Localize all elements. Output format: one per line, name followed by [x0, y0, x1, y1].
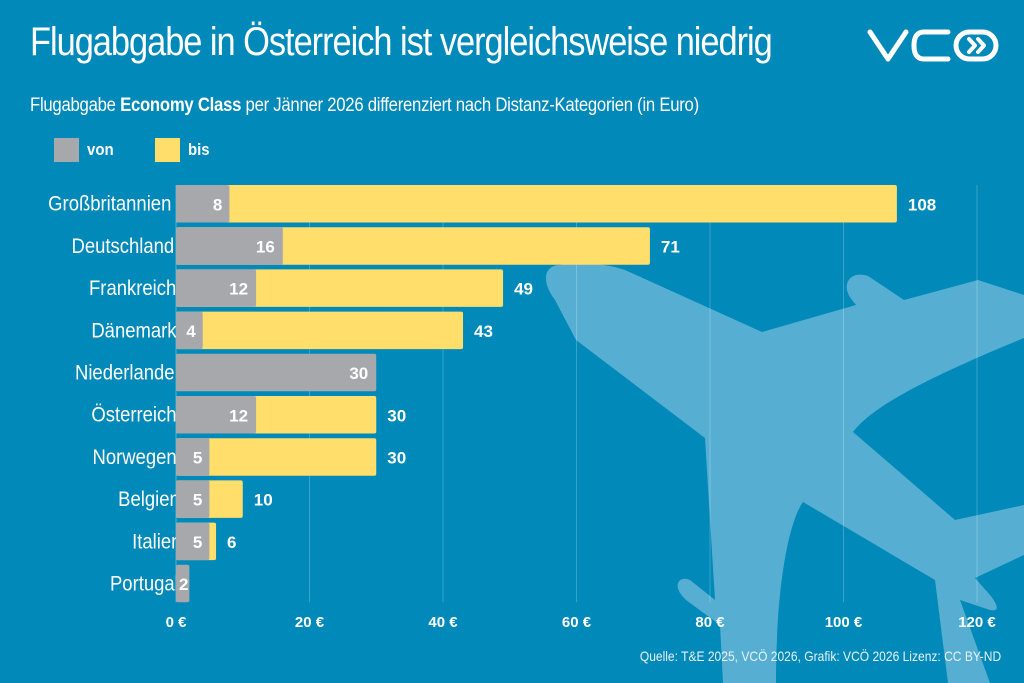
bar-von	[176, 564, 190, 603]
category-label: Norwegen	[92, 446, 176, 469]
logo-letter-v	[867, 29, 909, 62]
bar-bis	[176, 185, 897, 223]
chart-subtitle: Flugabgabe Economy Class per Jänner 2026…	[30, 95, 699, 117]
category-label: Großbritannien	[48, 193, 171, 216]
data-label-bis: 49	[514, 280, 533, 299]
category-label: Italien	[132, 530, 181, 553]
bar-von	[176, 227, 283, 265]
x-tick-label: 120 €	[958, 614, 996, 631]
data-label-bis: 43	[474, 322, 493, 341]
bar-bis	[176, 269, 504, 307]
bar-von	[176, 311, 203, 350]
bar-von	[176, 353, 377, 392]
category-label: Belgien	[118, 488, 180, 511]
x-tick-label: 0 €	[166, 614, 188, 631]
category-label: Niederlande	[75, 362, 175, 385]
data-label-bis: 30	[387, 448, 406, 467]
category-label: Deutschland	[71, 235, 174, 258]
x-tick-label: 60 €	[562, 614, 592, 631]
chart-legend: von bis	[54, 138, 251, 162]
bar-bis	[176, 438, 377, 476]
legend-swatch-von	[54, 138, 79, 162]
legend-swatch-bis	[155, 138, 181, 162]
legend-label-von: von	[87, 140, 114, 159]
subtitle-suffix: per Jänner 2026 differenziert nach Dista…	[241, 95, 700, 116]
bar-bis	[176, 227, 650, 265]
data-label-von: 2	[179, 575, 188, 594]
bar-von	[176, 522, 210, 561]
data-label-von: 12	[229, 406, 248, 425]
data-label-von: 12	[229, 280, 248, 299]
logo-letter-c	[911, 29, 951, 62]
data-label-von: 16	[256, 237, 275, 256]
data-label-von: 5	[193, 491, 202, 510]
bar-von	[176, 269, 257, 307]
bar-von	[176, 438, 210, 476]
data-label-von: 8	[213, 195, 222, 214]
x-tick-label: 20 €	[295, 614, 325, 631]
bar-bis	[176, 311, 464, 350]
logo-letter-o	[953, 29, 999, 62]
data-label-bis: 10	[254, 491, 273, 510]
category-label: Dänemark	[91, 319, 176, 342]
data-label-bis: 30	[387, 406, 406, 425]
bar-von	[176, 185, 230, 223]
category-label: Portugal	[110, 573, 179, 596]
data-label-bis: 71	[661, 237, 680, 256]
data-label-von: 5	[193, 448, 202, 467]
data-label-von: 4	[186, 322, 196, 341]
x-tick-label: 100 €	[825, 614, 863, 631]
source-note: Quelle: T&E 2025, VCÖ 2026, Grafik: VCÖ …	[639, 648, 1001, 664]
bar-von	[176, 396, 257, 434]
data-label-bis: 108	[908, 195, 936, 214]
legend-label-bis: bis	[188, 140, 210, 159]
bar-von	[176, 480, 210, 518]
x-tick-label: 80 €	[695, 614, 725, 631]
category-label: Österreich	[91, 404, 176, 427]
double-chevron-right-icon	[967, 37, 986, 54]
subtitle-bold: Economy Class	[120, 95, 242, 116]
subtitle-prefix: Flugabgabe	[30, 95, 121, 116]
data-label-von: 5	[193, 533, 202, 552]
data-label-bis: 6	[227, 533, 236, 552]
data-label-von: 30	[349, 364, 368, 383]
airplane-silhouette	[545, 263, 1024, 683]
page-title: Flugabgabe in Österreich ist vergleichsw…	[30, 20, 773, 64]
category-label: Frankreich	[89, 277, 176, 300]
vco-logo	[866, 26, 1001, 66]
x-tick-label: 40 €	[428, 614, 458, 631]
